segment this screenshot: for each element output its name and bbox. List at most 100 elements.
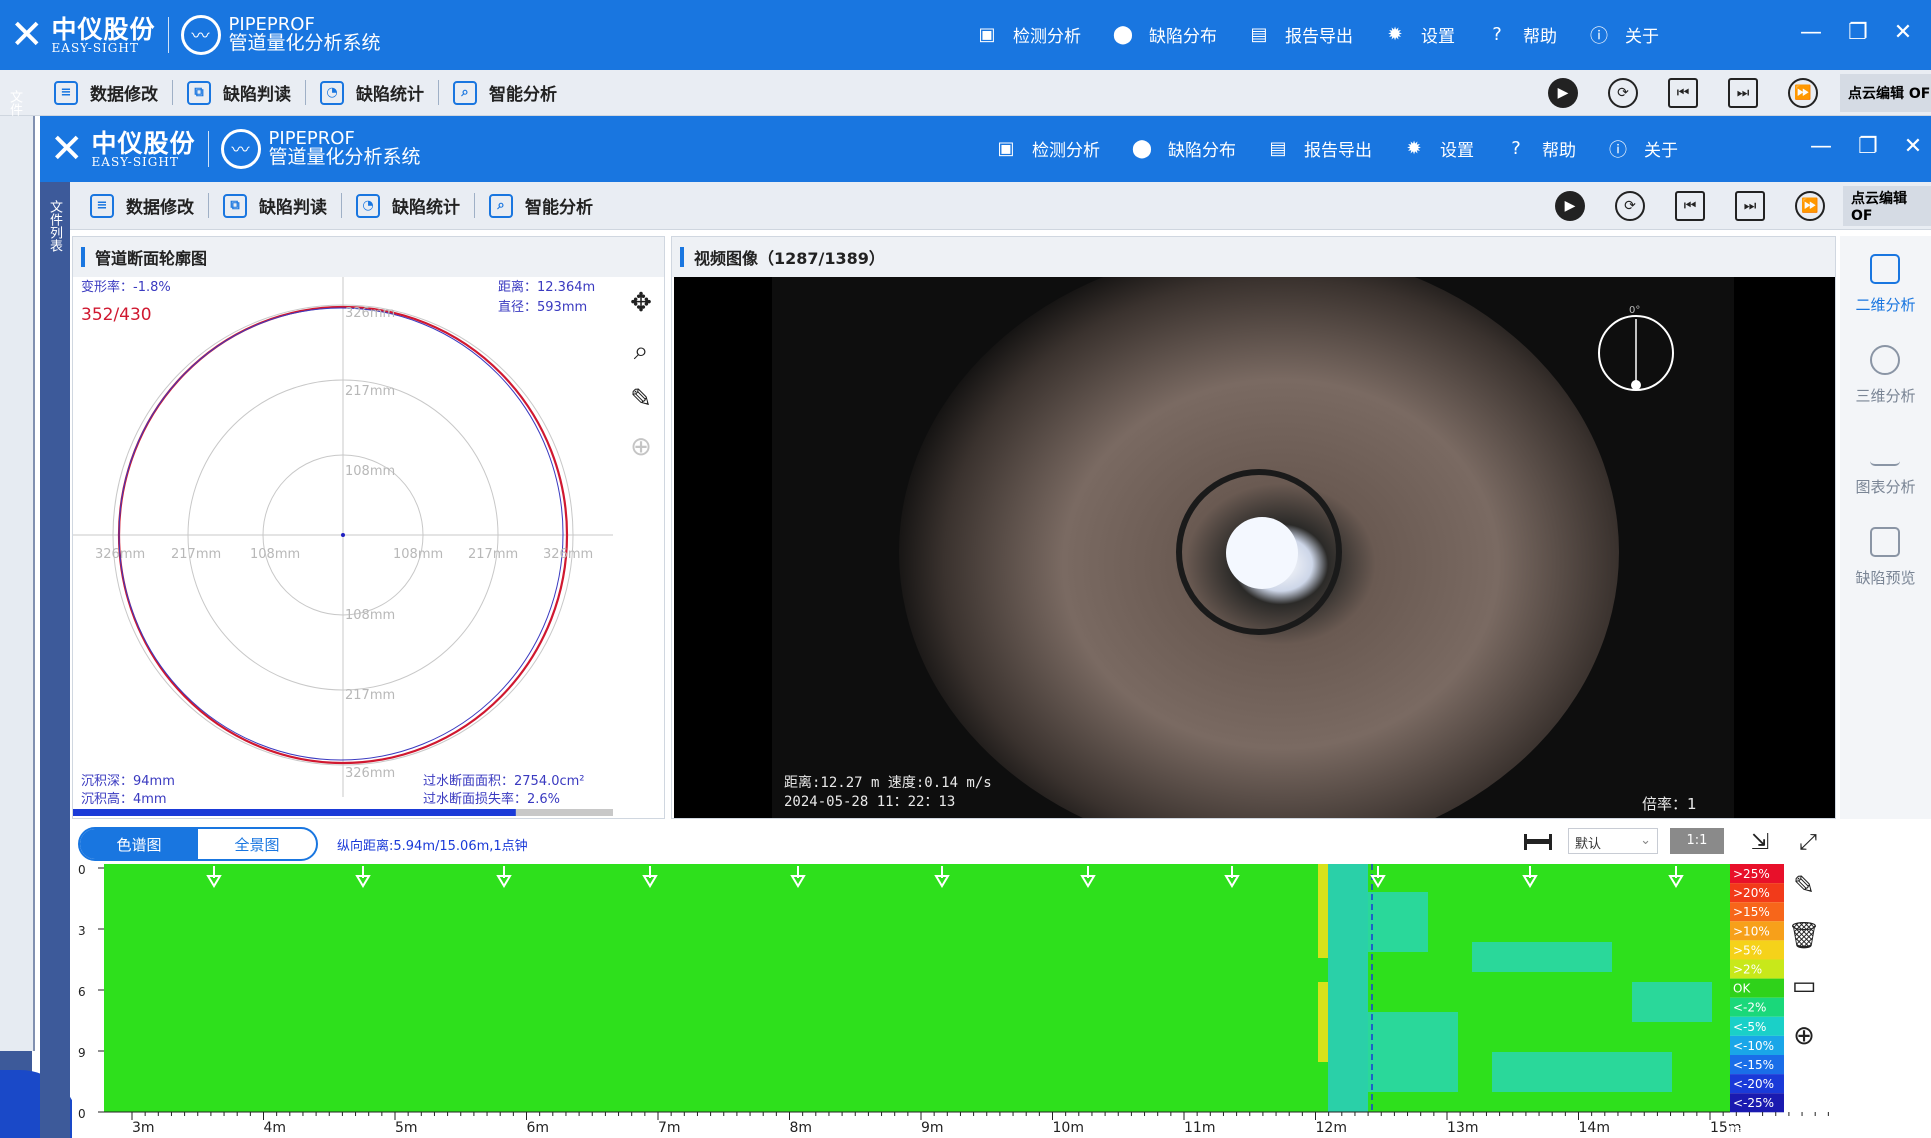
judge-icon: ⧉ xyxy=(187,80,211,105)
tb-defect-judge[interactable]: ⧉ 缺陷判读 xyxy=(172,80,305,105)
menu-defect-dist[interactable]: ⬤ 缺陷分布 xyxy=(1131,138,1236,161)
sys-sub: 管道量化分析系统 xyxy=(268,146,421,169)
nav-defect-preview[interactable]: 缺陷预览 xyxy=(1855,527,1916,588)
tb-data-edit[interactable]: ≡ 数据修改 xyxy=(76,193,208,218)
logo-x-icon: ✕ xyxy=(50,126,84,172)
restore-icon[interactable]: ❐ xyxy=(1848,20,1868,45)
tb-defect-judge[interactable]: ⧉ 缺陷判读 xyxy=(208,193,341,218)
ring-label-top-326: 326mm xyxy=(345,306,395,321)
y-tick-label: 3 xyxy=(78,924,86,938)
target-icon[interactable]: ⊕ xyxy=(630,432,652,462)
restore-icon[interactable]: ❐ xyxy=(1858,134,1878,159)
legend-label: >15% xyxy=(1733,905,1770,919)
logo-x-icon: ✕ xyxy=(10,12,44,58)
inner-pc-edit[interactable]: 点云编辑 OF xyxy=(1843,186,1931,226)
play-icon[interactable]: ▶ xyxy=(1555,191,1585,221)
menu-settings[interactable]: ✹ 设置 xyxy=(1383,22,1455,47)
legend-swatch xyxy=(1730,978,1784,998)
divider xyxy=(167,17,169,53)
menu-about[interactable]: ⓘ 关于 xyxy=(1606,136,1678,162)
ring-label-left-326: 326mm xyxy=(95,547,145,562)
prev-frame-icon[interactable]: ⏮ xyxy=(1668,78,1698,108)
section-distance: 距离：12.364m xyxy=(498,279,595,295)
legend-label: >20% xyxy=(1733,886,1770,900)
divider xyxy=(207,131,209,167)
inner-file-list-tab[interactable]: 文件列表 xyxy=(47,200,62,252)
video-panel-header: 视频图像（1287/1389） xyxy=(672,237,1835,277)
gear-icon: ✹ xyxy=(1406,138,1422,159)
fit-icon[interactable]: ⤢ xyxy=(1799,829,1817,855)
spectrum-green-area xyxy=(104,864,1730,1112)
play-icon[interactable]: ▶ xyxy=(1548,78,1578,108)
fast-forward-icon[interactable]: ⏩ xyxy=(1788,78,1818,108)
y-tick-label: 0 xyxy=(78,863,86,877)
next-frame-icon[interactable]: ⏭ xyxy=(1728,78,1758,108)
menu-report[interactable]: ▤ 报告导出 xyxy=(1247,22,1353,47)
x-tick-label: 8m xyxy=(790,1120,813,1136)
legend-label: >5% xyxy=(1733,943,1762,957)
minimize-icon[interactable]: — xyxy=(1810,134,1832,159)
fast-forward-icon[interactable]: ⏩ xyxy=(1795,191,1825,221)
ruler-icon[interactable] xyxy=(1524,834,1552,850)
inner-window-controls: — ❐ ✕ xyxy=(1810,134,1922,159)
doc-search-icon xyxy=(1870,527,1901,557)
location-icon: ⬤ xyxy=(1131,138,1153,159)
nav-2d-analysis[interactable]: 二维分析 xyxy=(1855,254,1916,315)
save-icon[interactable]: ▭ xyxy=(1791,971,1817,1001)
prev-frame-icon[interactable]: ⏮ xyxy=(1675,191,1705,221)
minimize-icon[interactable]: — xyxy=(1800,20,1822,45)
ratio-button[interactable]: 1:1 xyxy=(1670,828,1724,854)
help-icon: ? xyxy=(1492,24,1502,45)
pipeprof-logo-icon: 〰 xyxy=(220,129,261,169)
tab-panorama[interactable]: 全景图 xyxy=(234,835,280,854)
menu-report[interactable]: ▤ 报告导出 xyxy=(1266,136,1372,161)
menu-about[interactable]: ⓘ 关于 xyxy=(1587,22,1659,48)
sys-name: PIPEPROF xyxy=(268,127,355,149)
inner-title-bar: ✕ 中仪股份 EASY-SIGHT 〰 PIPEPROF 管道量化分析系统 ▣ 检… xyxy=(40,116,1931,182)
replay-icon[interactable]: ⟳ xyxy=(1615,191,1645,221)
edit-icon[interactable]: ✎ xyxy=(630,384,652,414)
video-panel: 视频图像（1287/1389） 0° 距离:12.27 m 速度:0.14 m/… xyxy=(671,236,1836,819)
menu-defect-dist[interactable]: ⬤ 缺陷分布 xyxy=(1112,24,1217,47)
center-dot xyxy=(341,533,345,537)
nav-chart-analysis[interactable]: 图表分析 xyxy=(1855,436,1916,497)
tab-color-map[interactable]: 色谱图 xyxy=(80,829,198,859)
menu-detect[interactable]: ▣ 检测分析 xyxy=(975,22,1081,47)
zoom-in-icon[interactable]: ⊕ xyxy=(1793,1021,1815,1051)
video-overlay-timestamp: 2024-05-28 11：22：13 xyxy=(784,794,955,810)
close-icon[interactable]: ✕ xyxy=(1893,20,1913,45)
menu-help[interactable]: ? 帮助 xyxy=(1504,136,1576,161)
ring-label-bottom-326: 326mm xyxy=(345,766,395,781)
tb-smart-analysis[interactable]: ⌕ 智能分析 xyxy=(474,193,607,218)
inner-toolbar: ≡ 数据修改 ⧉ 缺陷判读 ◔ 缺陷统计 ⌕ 智能分析 ▶ ⟳ ⏮ ⏭ ⏩ xyxy=(40,182,1931,230)
next-frame-icon[interactable]: ⏭ xyxy=(1735,191,1765,221)
zoom-icon[interactable]: ⌕ xyxy=(633,335,649,366)
defect-markers xyxy=(206,866,1684,888)
tb-defect-stats[interactable]: ◔ 缺陷统计 xyxy=(341,193,474,218)
nav-3d-analysis[interactable]: 三维分析 xyxy=(1855,345,1916,406)
menu-detect[interactable]: ▣ 检测分析 xyxy=(994,136,1100,161)
section-panel-title: 管道断面轮廓图 xyxy=(95,249,208,268)
analysis-icon: ⌕ xyxy=(453,80,477,105)
tb-smart-analysis[interactable]: ⌕ 智能分析 xyxy=(438,80,571,105)
close-icon[interactable]: ✕ xyxy=(1903,134,1923,159)
replay-icon[interactable]: ⟳ xyxy=(1608,78,1638,108)
tb-data-edit[interactable]: ≡ 数据修改 xyxy=(40,80,172,105)
x-tick-label: 15m xyxy=(1710,1120,1741,1136)
menu-settings[interactable]: ✹ 设置 xyxy=(1402,136,1474,161)
outer-window-controls: — ❐ ✕ xyxy=(1800,20,1912,45)
legend-swatch xyxy=(1730,1093,1784,1113)
tb-defect-stats[interactable]: ◔ 缺陷统计 xyxy=(305,80,438,105)
spectrum-panel: 色谱图 全景图 纵向距离:5.94m/15.06m,1点钟 默认 ⌄ 1:1 ⇲ … xyxy=(72,822,1931,1138)
outer-logo: ✕ 中仪股份 EASY-SIGHT xyxy=(10,15,156,55)
pen-icon[interactable]: ✎ xyxy=(1793,871,1815,901)
legend-swatch xyxy=(1730,921,1784,941)
section-tools: ✥ ⌕ ✎ ⊕ xyxy=(617,277,665,463)
move-icon[interactable]: ✥ xyxy=(630,288,652,318)
outer-pc-edit[interactable]: 点云编辑 OF xyxy=(1840,74,1931,112)
menu-help[interactable]: ? 帮助 xyxy=(1485,22,1557,47)
x-end-label: Max xyxy=(1728,1124,1751,1137)
image-export-icon[interactable]: ⇲ xyxy=(1750,829,1770,855)
scale-select[interactable]: 默认 ⌄ xyxy=(1568,828,1658,854)
trash-icon[interactable]: 🗑 xyxy=(1787,921,1821,951)
